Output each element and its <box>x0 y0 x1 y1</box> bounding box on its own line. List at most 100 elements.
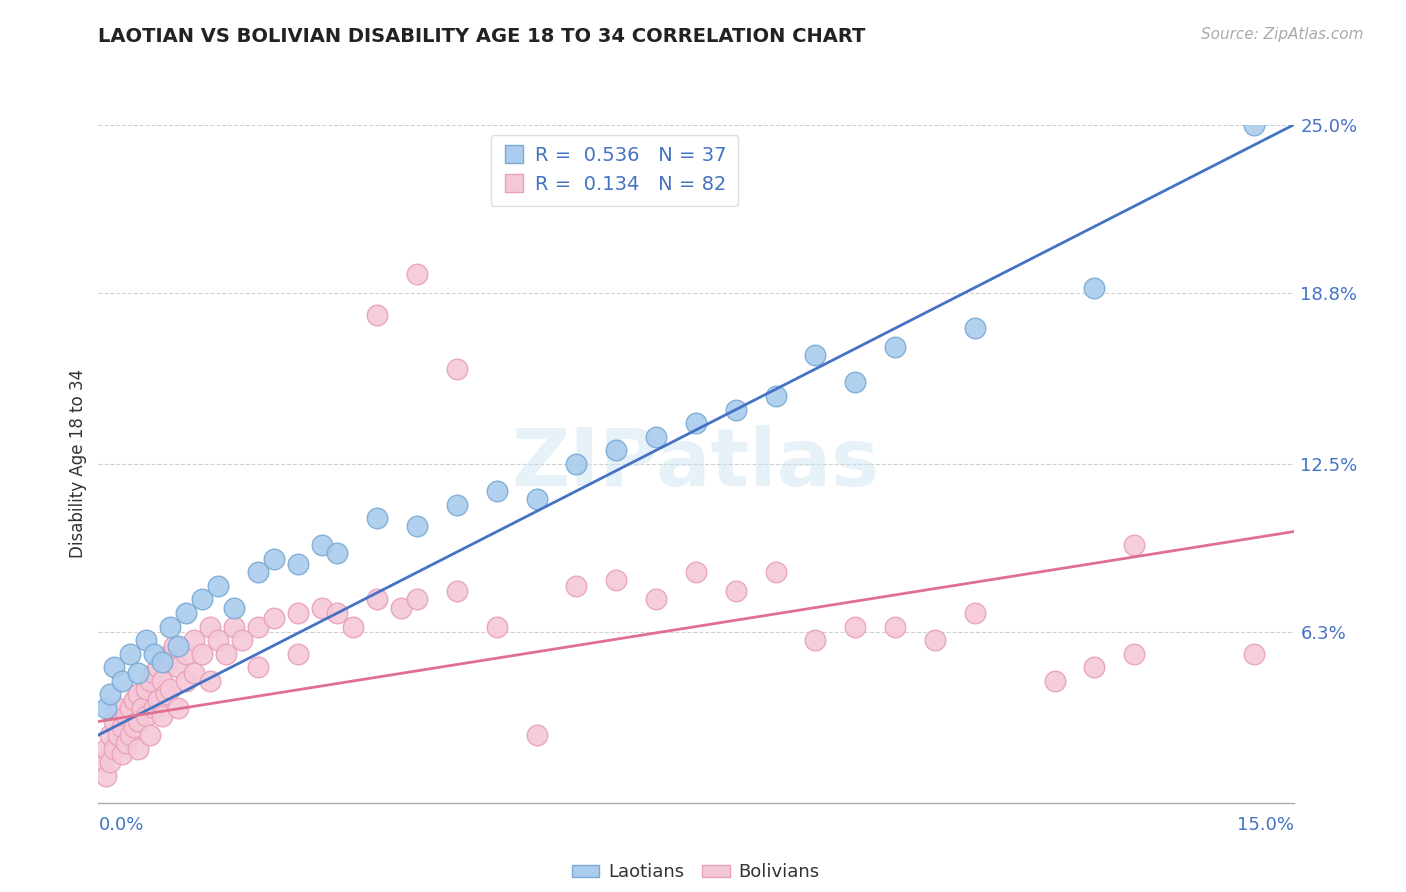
Point <box>1123 538 1146 552</box>
Point <box>191 592 214 607</box>
Point <box>485 619 508 633</box>
Point <box>135 709 157 723</box>
Point <box>724 402 747 417</box>
Point <box>120 701 142 715</box>
Legend: Laotians, Bolivians: Laotians, Bolivians <box>565 856 827 888</box>
Point <box>446 362 468 376</box>
Point <box>263 611 285 625</box>
Point <box>804 348 827 362</box>
Point <box>804 633 827 648</box>
Point <box>526 728 548 742</box>
Point <box>150 709 173 723</box>
Point <box>1083 660 1105 674</box>
Point <box>287 557 309 571</box>
Point <box>135 633 157 648</box>
Point <box>167 701 190 715</box>
Point <box>246 619 269 633</box>
Point <box>115 709 138 723</box>
Point <box>198 673 221 688</box>
Point <box>183 665 205 680</box>
Point <box>103 741 125 756</box>
Point <box>150 655 173 669</box>
Point <box>366 592 388 607</box>
Point <box>107 728 129 742</box>
Point <box>183 633 205 648</box>
Point <box>111 720 134 734</box>
Point <box>645 592 668 607</box>
Point <box>96 769 118 783</box>
Point <box>96 741 118 756</box>
Point <box>287 606 309 620</box>
Point <box>222 600 245 615</box>
Point <box>406 267 429 281</box>
Point <box>246 660 269 674</box>
Point <box>155 687 177 701</box>
Point <box>963 321 986 335</box>
Point <box>884 619 907 633</box>
Point <box>143 647 166 661</box>
Point <box>1083 280 1105 294</box>
Point <box>246 566 269 580</box>
Point <box>115 736 138 750</box>
Point <box>685 416 707 430</box>
Point <box>1123 647 1146 661</box>
Point <box>91 755 114 769</box>
Point <box>98 755 122 769</box>
Point <box>765 389 787 403</box>
Point <box>844 619 866 633</box>
Point <box>263 551 285 566</box>
Point <box>148 660 170 674</box>
Point <box>963 606 986 620</box>
Point <box>366 308 388 322</box>
Point <box>311 538 333 552</box>
Text: ZIPatlas: ZIPatlas <box>512 425 880 503</box>
Point <box>163 639 186 653</box>
Point <box>485 483 508 498</box>
Text: 0.0%: 0.0% <box>98 816 143 834</box>
Y-axis label: Disability Age 18 to 34: Disability Age 18 to 34 <box>69 369 87 558</box>
Text: LAOTIAN VS BOLIVIAN DISABILITY AGE 18 TO 34 CORRELATION CHART: LAOTIAN VS BOLIVIAN DISABILITY AGE 18 TO… <box>98 27 866 45</box>
Point <box>148 692 170 706</box>
Point <box>198 619 221 633</box>
Point <box>1243 647 1265 661</box>
Point <box>155 655 177 669</box>
Point <box>231 633 253 648</box>
Point <box>143 701 166 715</box>
Point <box>143 665 166 680</box>
Point <box>207 633 229 648</box>
Point <box>765 566 787 580</box>
Point <box>120 728 142 742</box>
Point <box>131 701 153 715</box>
Point <box>311 600 333 615</box>
Point <box>406 519 429 533</box>
Point <box>287 647 309 661</box>
Point <box>215 647 238 661</box>
Text: 15.0%: 15.0% <box>1236 816 1294 834</box>
Point <box>406 592 429 607</box>
Point <box>366 511 388 525</box>
Point <box>207 579 229 593</box>
Point <box>103 714 125 729</box>
Point <box>326 606 349 620</box>
Point <box>139 673 162 688</box>
Point <box>526 492 548 507</box>
Point <box>605 574 627 588</box>
Point <box>127 741 149 756</box>
Point <box>159 647 181 661</box>
Point <box>884 340 907 354</box>
Point <box>446 498 468 512</box>
Point <box>174 647 197 661</box>
Point <box>605 443 627 458</box>
Point <box>98 687 122 701</box>
Point <box>342 619 364 633</box>
Point <box>191 647 214 661</box>
Point <box>135 681 157 696</box>
Point <box>107 701 129 715</box>
Point <box>127 714 149 729</box>
Point <box>127 665 149 680</box>
Point <box>174 673 197 688</box>
Point <box>685 566 707 580</box>
Point <box>124 720 146 734</box>
Point <box>103 660 125 674</box>
Point <box>326 546 349 560</box>
